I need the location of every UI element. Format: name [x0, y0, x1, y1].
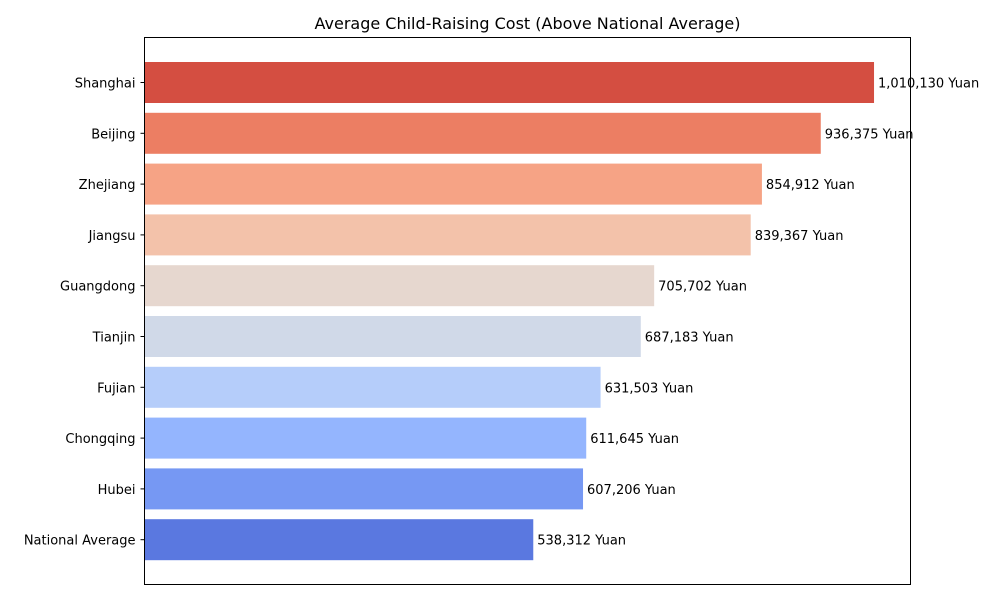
y-tick-label: Zhejiang — [79, 178, 136, 193]
bar-national-average — [144, 519, 534, 561]
bar-beijing — [144, 112, 821, 154]
y-tick-label: Shanghai — [75, 77, 136, 92]
data-label: 936,375 Yuan — [825, 127, 914, 142]
y-tick-label: National Average — [24, 534, 136, 549]
data-label: 854,912 Yuan — [766, 178, 855, 193]
bar-jiangsu — [144, 214, 751, 256]
y-axis: Shanghai Beijing Zhejiang Jiangsu Guangdong T… — [24, 77, 145, 549]
data-label: 839,367 Yuan — [755, 229, 844, 244]
y-tick-label: Jiangsu — [88, 229, 136, 244]
plot-frame — [144, 37, 911, 585]
data-label: 1,010,130 Yuan — [878, 77, 979, 92]
y-tick-label: Chongqing — [65, 432, 135, 447]
y-tick-label: Tianjin — [92, 331, 136, 346]
bar-chongqing — [144, 417, 587, 459]
data-label: 611,645 Yuan — [590, 432, 679, 447]
y-tick-label: Fujian — [97, 381, 135, 396]
bar-zhejiang — [144, 163, 762, 205]
bar-tianjin — [144, 316, 641, 357]
bars-layer — [144, 62, 875, 561]
y-tick-label: Guangdong — [60, 280, 135, 295]
data-labels-layer: 1,010,130 Yuan 936,375 Yuan 854,912 Yuan 83… — [537, 77, 979, 549]
bar-fujian — [144, 366, 601, 408]
bar-hubei — [144, 468, 584, 510]
bar-guangdong — [144, 265, 655, 307]
data-label: 538,312 Yuan — [537, 534, 626, 549]
chart-title: Average Child-Raising Cost (Above Nation… — [315, 14, 741, 33]
data-label: 631,503 Yuan — [605, 381, 694, 396]
data-label: 687,183 Yuan — [645, 331, 734, 346]
data-label: 607,206 Yuan — [587, 483, 676, 498]
bar-shanghai — [144, 62, 875, 103]
data-label: 705,702 Yuan — [658, 280, 747, 295]
y-tick-label: Beijing — [91, 127, 135, 142]
y-tick-label: Hubei — [98, 483, 136, 498]
